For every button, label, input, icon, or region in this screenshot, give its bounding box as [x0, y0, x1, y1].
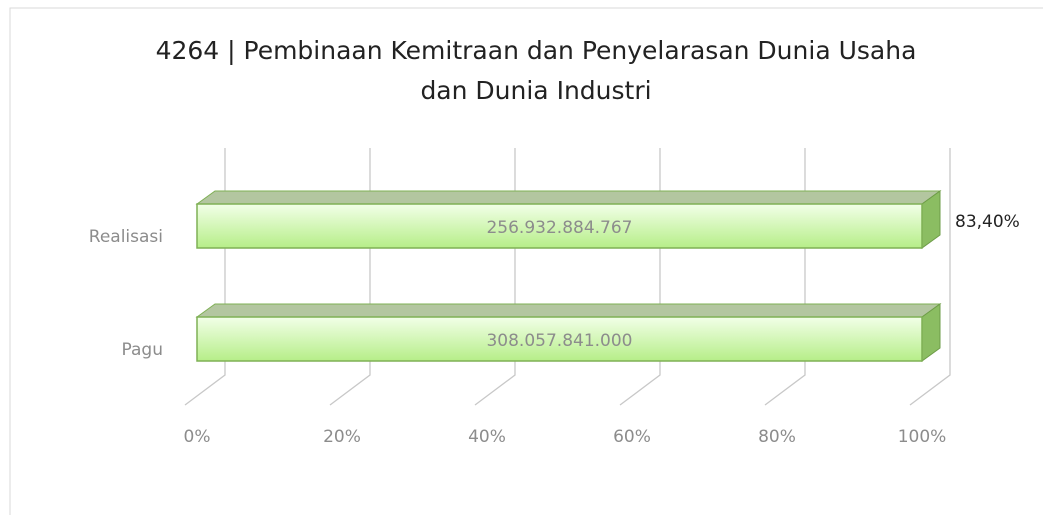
grid-line: [184, 148, 226, 406]
bar-top: [195, 303, 942, 318]
data-label: 308.057.841.000: [486, 331, 632, 351]
x-tick-label: 20%: [323, 427, 361, 447]
x-tick-label: 100%: [898, 427, 947, 447]
annotation: 83,40%: [955, 212, 1020, 232]
grid-line: [329, 148, 371, 406]
chart-title: 4264 | Pembinaan Kemitraan dan Penyelara…: [156, 36, 917, 65]
chart-frame: [9, 7, 1043, 515]
grid-line: [764, 148, 806, 406]
bar: [196, 316, 923, 362]
y-tick-label: Realisasi: [89, 227, 163, 247]
x-tick-label: 0%: [184, 427, 211, 447]
x-tick-label: 60%: [613, 427, 651, 447]
y-tick-label: Pagu: [122, 340, 163, 360]
x-tick-label: 80%: [758, 427, 796, 447]
x-tick-label: 40%: [468, 427, 506, 447]
grid-line: [474, 148, 516, 406]
data-label: 256.932.884.767: [486, 218, 632, 238]
grid-line: [909, 148, 951, 406]
grid-line: [619, 148, 661, 406]
bar: [196, 203, 923, 249]
chart-title: dan Dunia Industri: [420, 76, 651, 105]
bar-top: [195, 190, 942, 205]
